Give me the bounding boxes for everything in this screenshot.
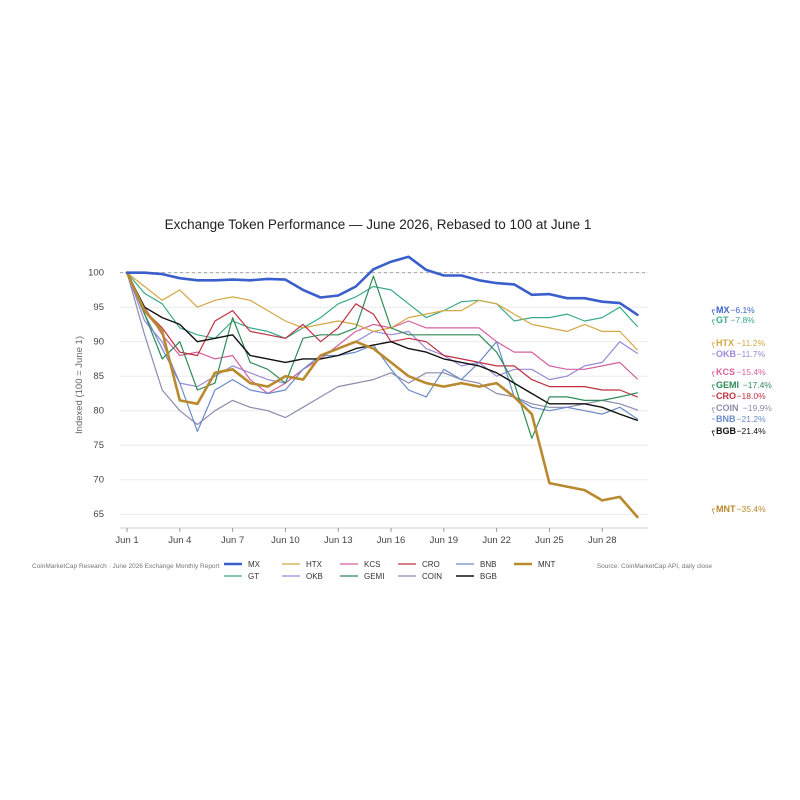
x-tick-label: Jun 13 (324, 535, 353, 546)
end-label-value-mnt: −35.4% (737, 504, 767, 514)
end-label-value-cro: −18.0% (737, 391, 767, 401)
x-tick-label: Jun 19 (430, 535, 459, 546)
end-label-leader-tick (711, 371, 715, 378)
series-line-mx (125, 255, 639, 317)
end-label-kcs: KCS (716, 367, 735, 377)
end-label-value-bnb: −21.2% (737, 414, 767, 424)
end-label-gemi: GEMI (716, 380, 739, 390)
end-label-cro: CRO (716, 391, 736, 401)
x-tick-label: Jun 7 (221, 535, 244, 546)
legend-label-cro: CRO (422, 560, 440, 569)
y-tick-label: 80 (93, 406, 104, 417)
end-label-value-htx: −11.2% (737, 338, 766, 348)
end-label-mnt: MNT (716, 504, 736, 514)
series-layer (125, 255, 639, 519)
x-tick-label: Jun 10 (271, 535, 300, 546)
end-label-okb: OKB (716, 349, 737, 359)
end-label-bnb: BNB (716, 414, 736, 424)
end-label-leader-tick (711, 430, 715, 437)
footer-right: Source: CoinMarketCap API, daily close (597, 563, 713, 570)
legend-label-okb: OKB (306, 572, 323, 581)
series-line-coin (126, 272, 638, 426)
legend-label-mx: MX (248, 560, 261, 569)
legend: MX GT HTX OKB KCS GEMI CRO COIN BNB BGB MNT (224, 560, 555, 581)
series-line-htx (126, 272, 638, 351)
y-axis-label: Indexed (100 = June 1) (74, 336, 85, 434)
end-label-leader-tick (711, 342, 715, 349)
chart-title: Exchange Token Performance — June 2026, … (165, 217, 592, 232)
legend-label-gemi: GEMI (364, 572, 384, 581)
end-label-leader-tick (711, 508, 715, 515)
x-tick-label: Jun 16 (377, 535, 406, 546)
end-label-value-gemi: −17.4% (743, 380, 773, 390)
end-label-bgb: BGB (716, 426, 737, 436)
y-tick-label: 65 (93, 509, 104, 520)
legend-label-mnt: MNT (538, 560, 555, 569)
y-tick-label: 100 (88, 268, 104, 279)
end-labels: MX −6.1%GT −7.8% HTX −11.2%OKB −11.7%KCS −15.4… (711, 305, 773, 515)
y-tick-label: 95 (93, 302, 104, 313)
x-tick-label: Jun 22 (482, 535, 511, 546)
end-label-value-bgb: −21.4% (737, 426, 767, 436)
grid (120, 272, 648, 515)
y-tick-label: 90 (93, 337, 104, 348)
y-tick-label: 85 (93, 371, 104, 382)
legend-label-bgb: BGB (480, 572, 497, 581)
legend-label-coin: COIN (422, 572, 442, 581)
end-label-value-gt: −7.8% (730, 315, 755, 325)
end-label-leader-tick (711, 407, 715, 414)
series-line-bnb (126, 272, 638, 432)
y-tick-label: 75 (93, 440, 104, 451)
y-tick-label: 70 (93, 475, 104, 486)
legend-label-bnb: BNB (480, 560, 496, 569)
end-label-value-mx: −6.1% (730, 305, 755, 315)
series-line-gt (126, 272, 638, 339)
end-label-htx: HTX (716, 338, 734, 348)
end-label-leader-tick (711, 309, 715, 316)
series-line-mnt (125, 271, 639, 519)
x-tick-label: Jun 28 (588, 535, 617, 546)
end-label-value-kcs: −15.4% (737, 367, 767, 377)
legend-label-kcs: KCS (364, 560, 380, 569)
end-label-mx: MX (716, 305, 730, 315)
axes: 65 70 75 80 85 90 95 100 Jun 1 Jun 4 Jun 7 Jun 10 Ju… (88, 268, 648, 546)
series-line-bgb (126, 272, 639, 422)
end-label-gt: GT (716, 315, 729, 325)
end-label-leader-tick (711, 384, 715, 391)
footer-left: CoinMarketCap Research · June 2026 Excha… (32, 563, 220, 570)
legend-label-gt: GT (248, 572, 259, 581)
series-line-gemi (126, 272, 638, 439)
legend-label-htx: HTX (306, 560, 323, 569)
end-label-value-coin: −19.9% (743, 403, 773, 413)
end-label-value-okb: −11.7% (737, 349, 766, 359)
end-label-coin: COIN (716, 403, 739, 413)
series-line-cro (126, 272, 638, 398)
series-line-kcs (126, 272, 638, 395)
x-tick-label: Jun 25 (535, 535, 564, 546)
x-tick-label: Jun 4 (168, 535, 191, 546)
x-tick-label: Jun 1 (115, 535, 138, 546)
end-label-leader-tick (711, 319, 715, 326)
